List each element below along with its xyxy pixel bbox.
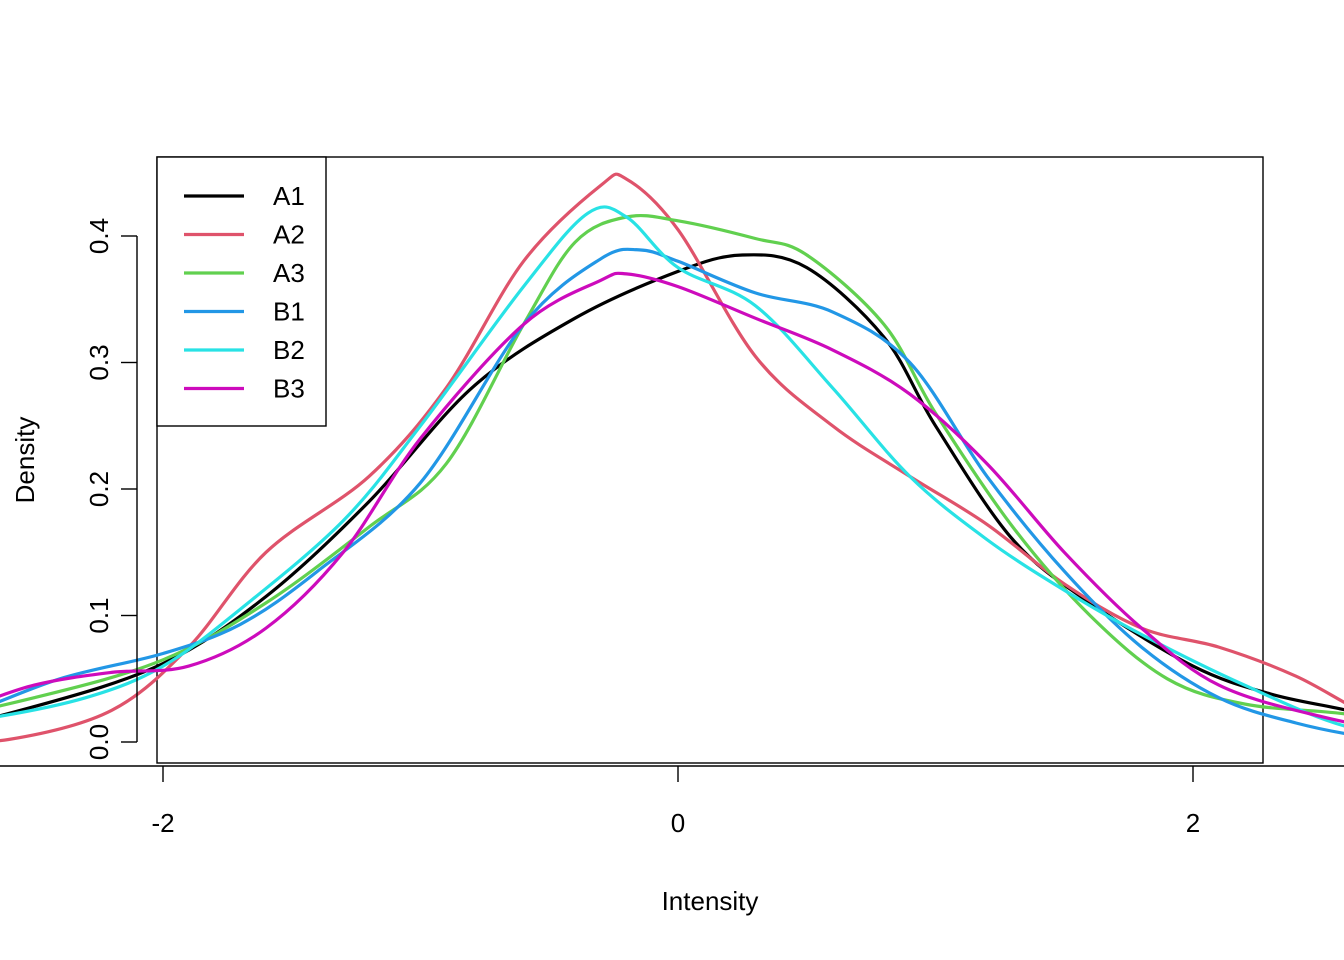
y-tick-label: 0.1 <box>84 597 114 633</box>
legend: A1 A2 A3 B1 B2 B3 <box>156 156 327 427</box>
legend-label-b3: B3 <box>273 374 305 404</box>
x-axis: -4-2024 <box>0 765 1344 838</box>
y-axis: 0.0 0.1 0.2 0.3 0.4 <box>84 218 138 760</box>
series-line-b3 <box>0 271 1344 724</box>
series-line-b1 <box>0 247 1344 735</box>
series-line-b2 <box>0 205 1344 728</box>
y-tick-label: 0.0 <box>84 724 114 760</box>
plot-frame <box>156 156 1264 764</box>
legend-box <box>156 156 327 427</box>
y-axis-label: Density <box>10 417 40 504</box>
x-axis-label: Intensity <box>662 886 759 916</box>
y-tick-label: 0.4 <box>84 218 114 254</box>
legend-label-b1: B1 <box>273 297 305 327</box>
legend-label-a1: A1 <box>273 181 305 211</box>
legend-label-b2: B2 <box>273 335 305 365</box>
x-tick-label: 2 <box>1186 808 1200 838</box>
series-line-a2 <box>0 172 1344 743</box>
series-line-a1 <box>0 253 1344 718</box>
legend-label-a2: A2 <box>273 220 305 250</box>
y-tick-label: 0.2 <box>84 471 114 507</box>
y-tick-label: 0.3 <box>84 344 114 380</box>
x-tick-label: -2 <box>151 808 174 838</box>
series-line-a3 <box>0 213 1344 716</box>
legend-label-a3: A3 <box>273 258 305 288</box>
x-tick-label: 0 <box>671 808 685 838</box>
density-curves <box>0 172 1344 743</box>
